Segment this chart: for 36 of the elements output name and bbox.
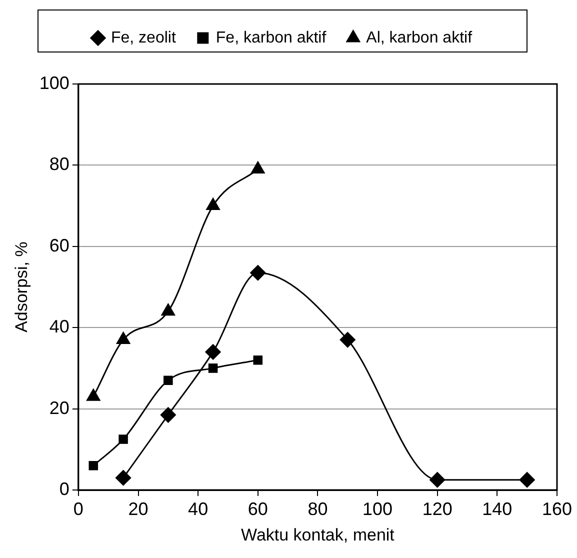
y-tick-label: 100 (39, 72, 70, 93)
point (88, 461, 98, 470)
y-axis-title: Adsorpsi, % (12, 242, 31, 332)
x-tick-label: 120 (422, 498, 452, 519)
point (340, 332, 356, 348)
point (251, 162, 265, 174)
point (116, 470, 132, 486)
point (250, 265, 266, 281)
point (519, 472, 535, 488)
x-tick-label: 140 (482, 498, 512, 519)
point (208, 364, 218, 373)
x-tick-label: 20 (128, 498, 148, 519)
y-tick-label: 40 (49, 316, 70, 337)
point (116, 332, 130, 344)
point (430, 472, 446, 488)
y-tick-label: 0 (59, 478, 70, 499)
x-tick-label: 160 (542, 498, 572, 519)
x-tick-label: 0 (73, 498, 84, 519)
x-tick-label: 40 (188, 498, 208, 519)
point (253, 355, 263, 365)
point (161, 304, 175, 316)
point (205, 344, 221, 360)
legend-label: Fe, zeolit (110, 29, 176, 46)
x-tick-label: 80 (308, 498, 328, 519)
y-tick-label: 20 (49, 398, 70, 418)
point (164, 376, 173, 386)
x-axis-title: Waktu kontak, menit (241, 525, 395, 544)
y-tick-label: 60 (49, 235, 70, 256)
point (160, 407, 176, 423)
legend-label: Fe, karbon aktif (216, 29, 327, 46)
x-tick-label: 60 (248, 498, 268, 519)
x-tick-label: 100 (362, 498, 393, 519)
y-tick-label: 80 (49, 154, 70, 174)
point (206, 198, 220, 210)
point (118, 434, 128, 444)
legend-label: Al, karbon aktif (366, 29, 473, 46)
